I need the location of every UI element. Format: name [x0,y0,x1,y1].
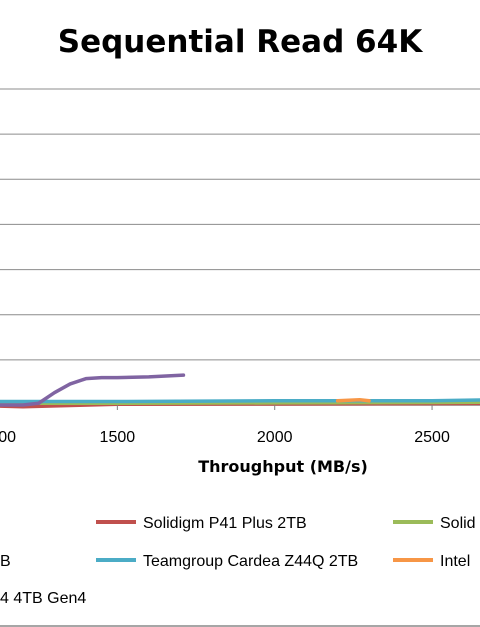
legend-label-teamgroup-cardea: Teamgroup Cardea Z44Q 2TB [143,553,358,570]
legend-label-fragment-row3: 4 4TB Gen4 [0,590,86,607]
series-line-1 [0,400,480,405]
x-axis-ticks: 00 1500 2000 2500 [0,405,450,446]
x-tick-label: 1500 [100,429,136,446]
series-line-2 [0,398,480,404]
legend-label-solid: Solid [440,515,476,532]
x-tick-label: 2000 [257,429,293,446]
legend: Solidigm P41 Plus 2TB Solid Teamgroup Ca… [0,515,476,607]
x-tick-label: 00 [0,429,16,446]
legend-label-fragment-row2: B [0,553,11,570]
legend-label-intel: Intel [440,553,470,570]
series-layer [0,373,480,409]
series-line-4 [0,373,186,407]
legend-label-solidigm-p41-plus: Solidigm P41 Plus 2TB [143,515,307,532]
legend-entry-intel: Intel [393,553,470,570]
legend-entry-solid: Solid [393,515,476,532]
legend-entry-teamgroup-cardea: Teamgroup Cardea Z44Q 2TB [96,553,358,570]
legend-entry-solidigm-p41-plus: Solidigm P41 Plus 2TB [96,515,307,532]
x-tick-label: 2500 [414,429,450,446]
chart-title: Sequential Read 64K [58,24,423,60]
x-axis-title: Throughput (MB/s) [198,457,368,476]
series-line-3 [335,397,371,403]
